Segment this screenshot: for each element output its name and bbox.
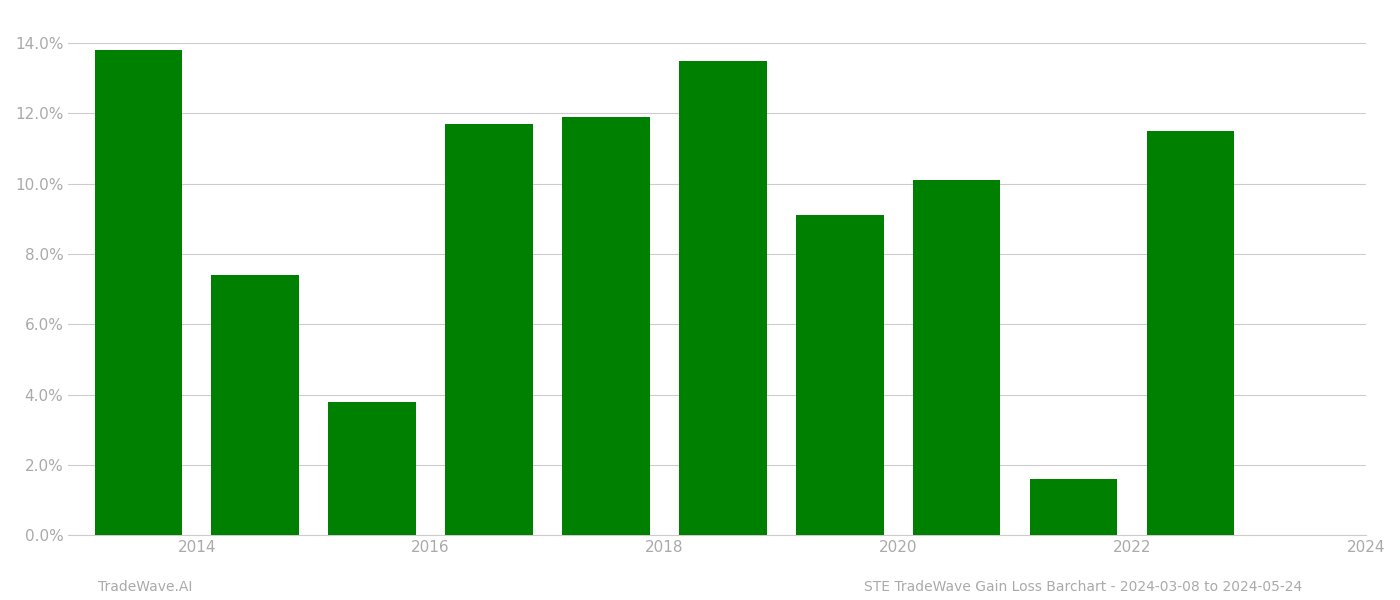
Bar: [211, 275, 300, 535]
Bar: [795, 215, 883, 535]
Bar: [329, 401, 416, 535]
Bar: [445, 124, 533, 535]
Bar: [679, 61, 767, 535]
Bar: [1029, 479, 1117, 535]
Bar: [1147, 131, 1235, 535]
Bar: [563, 117, 650, 535]
Text: TradeWave.AI: TradeWave.AI: [98, 580, 192, 594]
Bar: [913, 180, 1001, 535]
Text: STE TradeWave Gain Loss Barchart - 2024-03-08 to 2024-05-24: STE TradeWave Gain Loss Barchart - 2024-…: [864, 580, 1302, 594]
Bar: [95, 50, 182, 535]
